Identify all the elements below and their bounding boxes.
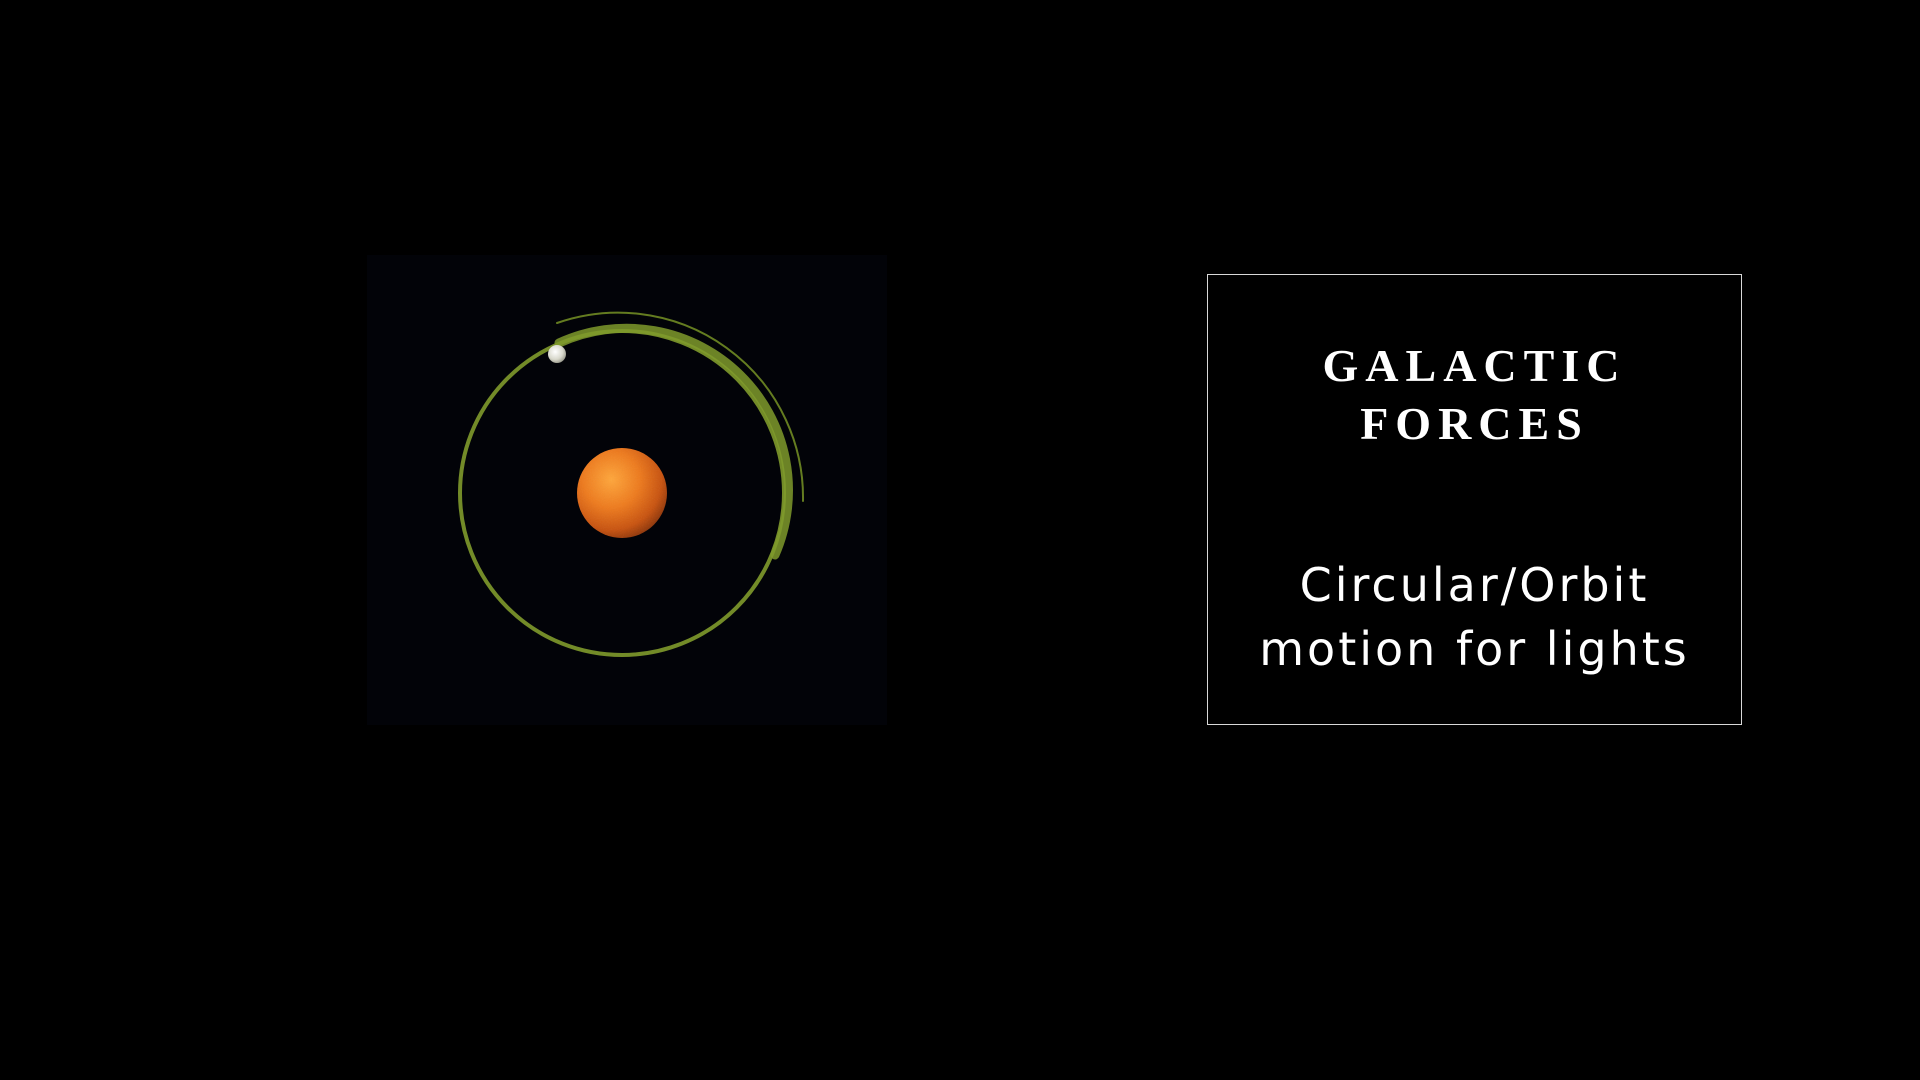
orbit-trail-thin (556, 311, 805, 502)
orbit-trail-thick (554, 323, 793, 560)
orbit-diagram (458, 311, 805, 657)
title-line-2: FORCES (1360, 398, 1589, 449)
orbit-illustration (367, 255, 887, 725)
subtitle-line-2: motion for lights (1259, 622, 1690, 676)
title-card: GALACTIC FORCES Circular/Orbit motion fo… (1207, 274, 1742, 725)
subtitle-line-1: Circular/Orbit (1299, 558, 1650, 612)
title-line-1: GALACTIC (1322, 340, 1627, 391)
moon-icon (548, 345, 566, 363)
slide-subtitle: Circular/Orbit motion for lights (1208, 553, 1741, 681)
star-icon (577, 448, 667, 538)
slide-title: GALACTIC FORCES (1208, 337, 1741, 453)
